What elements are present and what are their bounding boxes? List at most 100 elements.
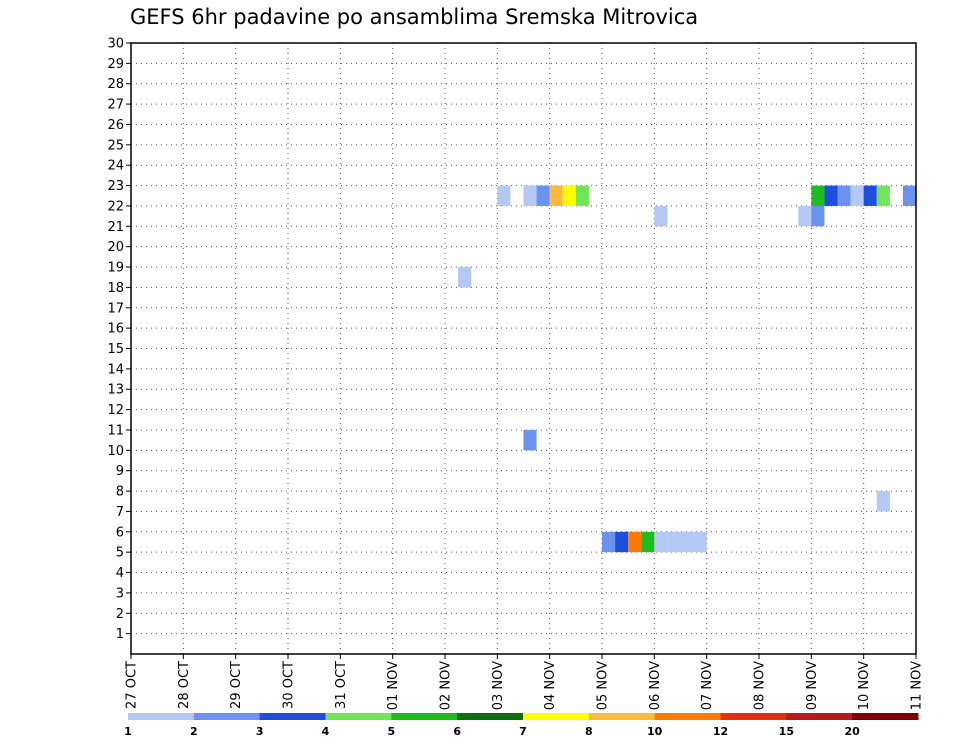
x-tick-label: 28 OCT <box>177 661 192 709</box>
precip-cell <box>824 185 838 206</box>
legend-swatch <box>391 713 458 720</box>
y-tick-label: 8 <box>116 485 124 500</box>
precip-cell <box>667 531 681 553</box>
precip-cell <box>811 205 825 227</box>
precip-cell <box>562 185 576 206</box>
legend-swatch <box>588 713 656 720</box>
legend-swatch <box>325 713 392 720</box>
legend-swatch <box>720 713 787 720</box>
legend-swatch <box>786 713 853 720</box>
legend-label: 3 <box>256 725 264 738</box>
precip-cell <box>693 531 707 553</box>
legend-label: 10 <box>647 725 663 738</box>
x-tick-label: 30 OCT <box>282 661 297 709</box>
precip-cell <box>850 185 864 206</box>
precip-cell <box>641 531 655 553</box>
color-legend: 1 2 3 4 5 6 7 8 10 12 15 20 <box>124 713 919 738</box>
y-tick-label: 16 <box>107 322 124 337</box>
legend-label: 2 <box>190 725 198 738</box>
y-tick-label: 14 <box>107 362 124 377</box>
y-tick-label: 13 <box>107 383 124 398</box>
y-tick-label: 6 <box>116 525 124 540</box>
precip-cell <box>798 205 812 227</box>
x-tick-label: 03 NOV <box>491 661 506 710</box>
y-tick-label: 30 <box>107 37 124 52</box>
precip-cell <box>458 267 472 288</box>
x-tick-label: 09 NOV <box>805 661 820 710</box>
x-tick-label: 08 NOV <box>753 661 768 710</box>
precip-cell <box>536 185 550 206</box>
precip-cell <box>602 531 616 553</box>
x-tick-label: 06 NOV <box>648 661 663 710</box>
y-tick-label: 24 <box>107 159 124 174</box>
x-tick-label: 31 OCT <box>334 661 349 709</box>
y-tick-label: 26 <box>107 118 124 133</box>
x-tick-label: 07 NOV <box>700 661 715 710</box>
y-tick-label: 23 <box>107 179 124 194</box>
y-tick-label: 1 <box>116 627 124 642</box>
precip-cell <box>523 185 537 206</box>
precip-cell <box>654 531 668 553</box>
y-tick-label: 21 <box>107 220 124 235</box>
legend-swatch <box>193 713 261 720</box>
precip-cell <box>876 491 890 512</box>
y-tick-label: 25 <box>107 138 124 153</box>
y-tick-label: 27 <box>107 98 124 113</box>
y-tick-label: 17 <box>107 301 124 316</box>
legend-swatch <box>457 713 524 720</box>
precip-cell <box>654 205 668 227</box>
x-tick-label: 05 NOV <box>596 661 611 710</box>
grid <box>131 42 917 654</box>
y-tick-label: 11 <box>107 423 124 438</box>
y-tick-label: 15 <box>107 342 124 357</box>
y-tick-label: 10 <box>107 444 124 459</box>
y-tick-label: 12 <box>107 403 124 418</box>
x-tick-label: 27 OCT <box>125 661 140 709</box>
precip-cell <box>523 429 537 451</box>
legend-swatch <box>523 713 590 720</box>
legend-swatch <box>654 713 721 720</box>
x-tick-label: 10 NOV <box>857 661 872 710</box>
y-tick-label: 19 <box>107 261 124 276</box>
legend-label: 20 <box>845 725 861 738</box>
y-tick-label: 2 <box>116 607 124 622</box>
x-tick-label: 02 NOV <box>439 661 454 710</box>
x-tick-label: 04 NOV <box>543 661 558 710</box>
precip-cell <box>811 185 825 206</box>
precip-cell <box>497 185 511 206</box>
legend-label: 12 <box>713 725 728 738</box>
precip-cell <box>902 185 916 206</box>
legend-swatch <box>128 713 195 720</box>
x-tick-label: 01 NOV <box>386 661 401 710</box>
precip-cell <box>680 531 694 553</box>
data-cells <box>458 185 916 553</box>
legend-label: 5 <box>388 725 396 738</box>
y-tick-label: 4 <box>116 566 124 581</box>
legend-label: 8 <box>585 725 593 738</box>
legend-label: 6 <box>453 725 461 738</box>
y-tick-label: 29 <box>107 57 124 72</box>
axis-ticks: 1234567891011121314151617181920212223242… <box>107 37 924 711</box>
precip-cell <box>549 185 563 206</box>
chart-title: GEFS 6hr padavine po ansamblima Sremska … <box>130 5 698 29</box>
legend-label: 15 <box>779 725 794 738</box>
precip-cell <box>575 185 589 206</box>
x-tick-label: 11 NOV <box>910 661 925 710</box>
y-tick-label: 20 <box>107 240 124 255</box>
y-tick-label: 18 <box>107 281 124 296</box>
y-tick-label: 7 <box>116 505 124 520</box>
x-tick-label: 29 OCT <box>229 661 244 709</box>
y-tick-label: 22 <box>107 199 124 214</box>
y-tick-label: 9 <box>116 464 124 479</box>
legend-label: 4 <box>322 725 330 738</box>
legend-label: 1 <box>124 725 132 738</box>
precip-cell <box>615 531 629 553</box>
plot-frame <box>130 42 917 655</box>
legend-swatch <box>852 713 919 720</box>
y-tick-label: 3 <box>116 586 124 601</box>
y-tick-label: 28 <box>107 77 124 92</box>
legend-label: 7 <box>519 725 527 738</box>
precip-cell <box>837 185 851 206</box>
y-tick-label: 5 <box>116 546 124 561</box>
